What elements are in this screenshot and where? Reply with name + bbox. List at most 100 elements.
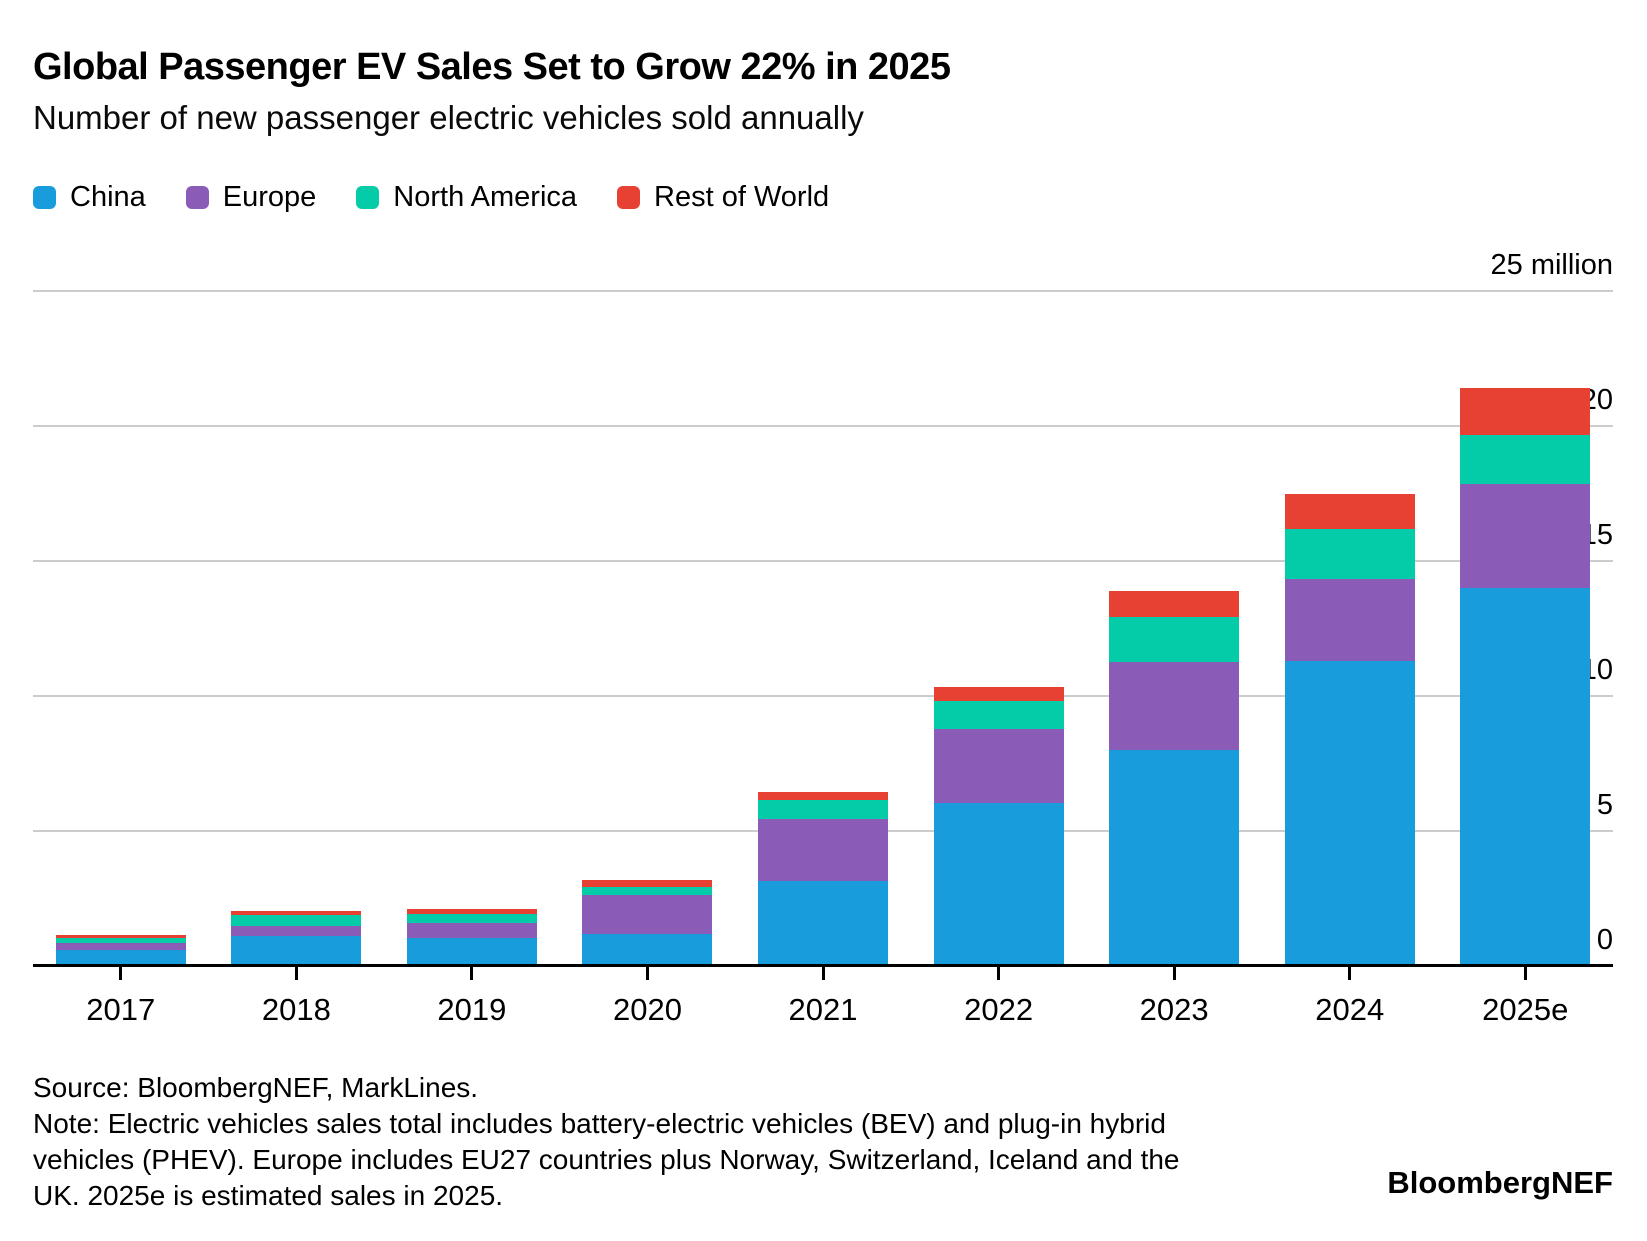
x-slot-2020: 2020 — [560, 966, 736, 1028]
x-axis-label-2018: 2018 — [261, 992, 331, 1027]
bar-slot-2022 — [911, 291, 1087, 966]
footer-lines: Source: BloombergNEF, MarkLines. Note: El… — [33, 1070, 1613, 1214]
bar-2025e — [1460, 388, 1591, 966]
segment-2022-rest-of-world — [933, 687, 1064, 701]
x-axis-label-2024: 2024 — [1315, 992, 1385, 1027]
segment-2025e-rest-of-world — [1460, 388, 1591, 435]
bar-slot-2024 — [1262, 291, 1438, 966]
x-axis-label-2017: 2017 — [86, 992, 156, 1027]
x-tick-2024 — [1348, 966, 1352, 980]
segment-2018-europe — [231, 926, 362, 936]
bar-slot-2017 — [33, 291, 209, 966]
segment-2024-china — [1284, 661, 1415, 966]
segment-2025e-north-america — [1460, 435, 1591, 484]
segment-2024-rest-of-world — [1284, 494, 1415, 529]
x-axis-line — [33, 964, 1613, 967]
bar-2021 — [758, 792, 889, 966]
legend-label-north-america: North America — [393, 181, 578, 213]
segment-2022-north-america — [933, 701, 1064, 729]
y-gridline-20 — [33, 425, 1613, 427]
segment-2023-north-america — [1109, 617, 1240, 662]
legend-label-europe: Europe — [222, 181, 317, 213]
x-tick-2019 — [470, 966, 474, 980]
y-gridline-25 — [33, 290, 1613, 292]
footer-line-3: vehicles (PHEV). Europe includes EU27 co… — [33, 1144, 1180, 1175]
y-axis-label-25: 25 million — [1490, 249, 1614, 281]
page-subtitle: Number of new passenger electric vehicle… — [33, 99, 864, 136]
segment-2024-north-america — [1284, 529, 1415, 579]
x-tick-2017 — [119, 966, 123, 980]
bloombergnef-logo: BloombergNEF — [1387, 1165, 1613, 1200]
segment-2019-rest-of-world — [406, 909, 537, 914]
x-slot-2023: 2023 — [1086, 966, 1262, 1028]
legend-item-north-america: North America — [356, 181, 577, 214]
segment-2020-rest-of-world — [582, 880, 713, 887]
x-tick-2022 — [997, 966, 1001, 980]
segment-2019-china — [406, 938, 537, 966]
bar-2019 — [406, 909, 537, 966]
bar-2020 — [582, 880, 713, 966]
bar-slot-2020 — [560, 291, 736, 966]
x-tick-2023 — [1172, 966, 1176, 980]
x-axis-label-2021: 2021 — [788, 992, 858, 1027]
x-axis-label-2020: 2020 — [612, 992, 682, 1027]
y-gridline-10 — [33, 695, 1613, 697]
x-axis-label-2025e: 2025e — [1482, 992, 1569, 1027]
legend-item-china: China — [33, 181, 146, 214]
x-tick-2018 — [294, 966, 298, 980]
x-axis-label-2023: 2023 — [1139, 992, 1209, 1027]
x-slot-2017: 2017 — [33, 966, 209, 1028]
segment-2023-rest-of-world — [1109, 591, 1240, 617]
bar-2017 — [55, 935, 186, 966]
segment-2017-china — [55, 950, 186, 966]
segment-2021-north-america — [758, 800, 889, 819]
legend-swatch-europe — [185, 186, 209, 209]
legend-item-rest-of-world: Rest of World — [617, 181, 829, 214]
segment-2017-rest-of-world — [55, 935, 186, 938]
legend-label-china: China — [70, 181, 146, 213]
x-slot-2019: 2019 — [384, 966, 560, 1028]
bar-slot-2021 — [735, 291, 911, 966]
x-axis-label-2019: 2019 — [437, 992, 507, 1027]
page-title: Global Passenger EV Sales Set to Grow 22… — [33, 46, 951, 88]
segment-2021-rest-of-world — [758, 792, 889, 800]
legend-swatch-north-america — [356, 186, 380, 209]
segment-2019-north-america — [406, 914, 537, 923]
y-axis-label-5: 5 — [1596, 789, 1613, 821]
bar-2018 — [231, 911, 362, 966]
bars — [33, 291, 1613, 966]
segment-2021-europe — [758, 819, 889, 881]
bar-slot-2023 — [1086, 291, 1262, 966]
segment-2022-europe — [933, 729, 1064, 803]
x-slot-2021: 2021 — [735, 966, 911, 1028]
segment-2018-north-america — [231, 915, 362, 926]
segment-2020-china — [582, 934, 713, 966]
y-axis-label-0: 0 — [1596, 924, 1613, 956]
footer-line-2: Note: Electric vehicles sales total incl… — [33, 1108, 1166, 1139]
segment-2023-europe — [1109, 662, 1240, 750]
segment-2020-north-america — [582, 887, 713, 895]
segment-2024-europe — [1284, 579, 1415, 661]
segment-2017-north-america — [55, 938, 186, 943]
segment-2021-china — [758, 881, 889, 966]
x-tick-2020 — [645, 966, 649, 980]
bar-2022 — [933, 687, 1064, 966]
x-tick-2021 — [821, 966, 825, 980]
footer-line-1: Source: BloombergNEF, MarkLines. — [33, 1072, 479, 1103]
x-tick-2025e — [1523, 966, 1527, 980]
segment-2017-europe — [55, 943, 186, 950]
bar-2023 — [1109, 591, 1240, 966]
legend: China Europe North America Rest of World — [33, 181, 1613, 214]
x-slot-2024: 2024 — [1262, 966, 1438, 1028]
segment-2019-europe — [406, 923, 537, 938]
bar-slot-2025e — [1438, 291, 1614, 966]
segment-2023-china — [1109, 750, 1240, 966]
x-slot-2018: 2018 — [209, 966, 385, 1028]
x-slot-2025e: 2025e — [1438, 966, 1614, 1028]
footer-line-4: UK. 2025e is estimated sales in 2025. — [33, 1180, 504, 1211]
segment-2025e-china — [1460, 588, 1591, 966]
segment-2018-china — [231, 936, 362, 966]
x-axis-label-2022: 2022 — [964, 992, 1034, 1027]
legend-swatch-rest-of-world — [617, 186, 641, 209]
legend-label-rest-of-world: Rest of World — [654, 181, 830, 213]
